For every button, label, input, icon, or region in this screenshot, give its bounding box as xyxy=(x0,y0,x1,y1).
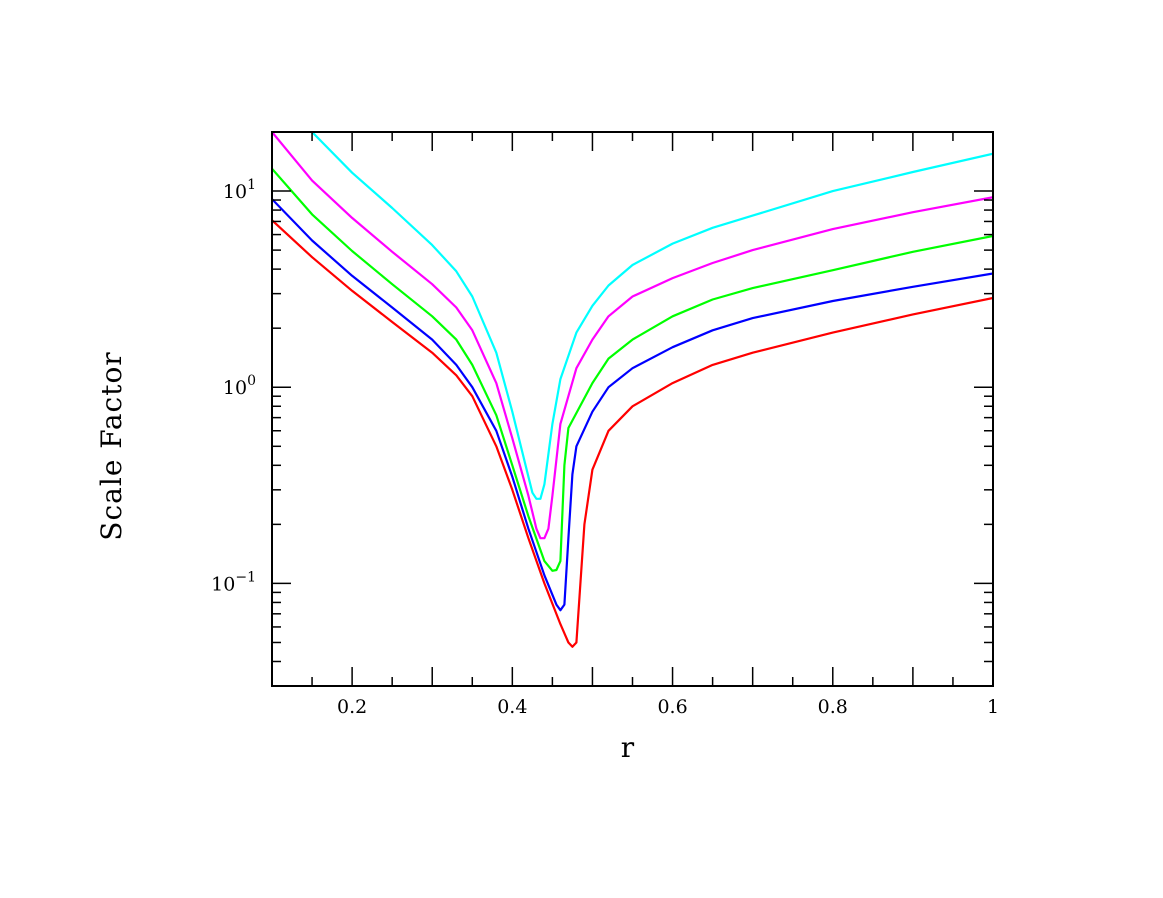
series-line-1 xyxy=(272,219,993,648)
series-line-4 xyxy=(272,132,993,540)
y-axis-title: Scale Factor xyxy=(95,351,128,540)
series-line-2 xyxy=(272,198,993,612)
tick-label-layer: 0.2 0.4 0.6 0.8 1 10−1 100 101 xyxy=(211,177,999,718)
series-line-5 xyxy=(311,132,993,500)
series-layer xyxy=(272,132,993,648)
y-tick-label: 101 xyxy=(223,177,256,203)
y-tick-label: 100 xyxy=(223,373,256,399)
x-tick-label: 0.8 xyxy=(818,696,848,718)
series-line-3 xyxy=(272,167,993,572)
y-tick-label: 10−1 xyxy=(211,569,256,595)
plot-frame xyxy=(271,131,994,687)
x-tick-label: 0.2 xyxy=(337,696,367,718)
x-axis-title: r xyxy=(621,731,635,764)
x-tick-label: 1 xyxy=(987,696,999,718)
tick-layer xyxy=(272,131,994,687)
x-tick-label: 0.4 xyxy=(497,696,527,718)
x-tick-label: 0.6 xyxy=(657,696,687,718)
